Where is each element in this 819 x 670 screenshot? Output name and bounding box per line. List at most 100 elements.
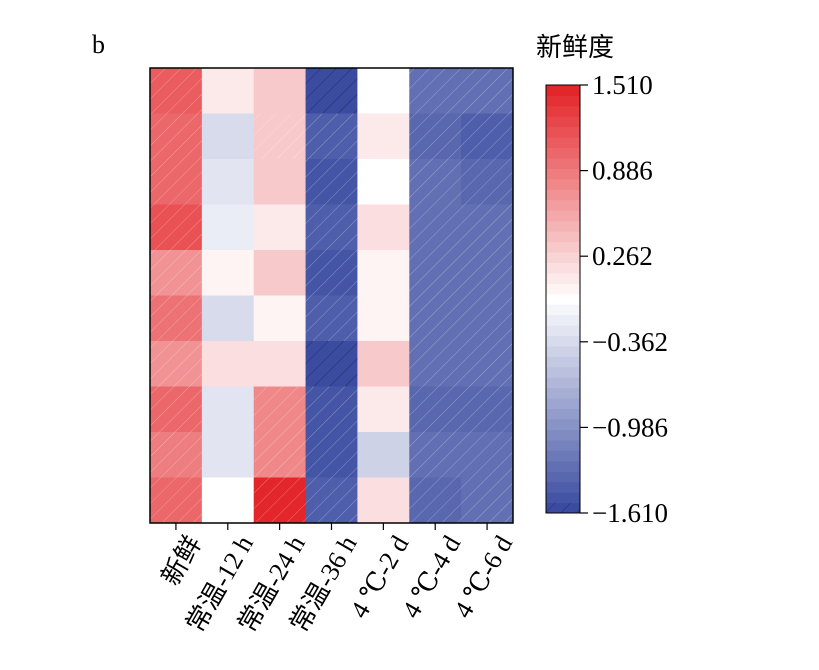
cell-hatch [150, 113, 202, 159]
cell-hatch [461, 204, 513, 250]
colorbar-band [546, 178, 580, 190]
x-tick-label: 新鲜 [156, 531, 207, 591]
cell-hatch [150, 204, 202, 250]
colorbar-band [546, 314, 580, 326]
colorbar-band [546, 419, 580, 430]
cell-hatch [409, 68, 462, 114]
cell-hatch [461, 386, 513, 432]
colorbar-band [546, 158, 580, 170]
heatmap-cell [201, 295, 255, 342]
colorbar-band [546, 168, 580, 180]
heatmap-cell [357, 295, 410, 342]
colorbar-band [546, 210, 580, 222]
cell-hatch [409, 159, 462, 205]
cell-hatch [461, 113, 513, 159]
colorbar-band-hatch [546, 502, 580, 513]
colorbar-band [546, 241, 580, 253]
heatmap-cell [357, 477, 410, 524]
colorbar-band [546, 199, 580, 211]
heatmap-cell [357, 250, 410, 296]
cell-hatch [253, 477, 306, 523]
cell-hatch [253, 432, 306, 478]
panel-letter: b [92, 30, 105, 59]
cell-hatch [461, 159, 513, 205]
colorbar-band [546, 262, 580, 274]
heatmap-cell [253, 295, 306, 342]
cell-hatch [150, 432, 202, 478]
cell-hatch [305, 477, 358, 523]
colorbar-band [546, 492, 580, 504]
colorbar-band [546, 439, 580, 451]
colorbar-band [546, 85, 580, 96]
heatmap-cell [253, 68, 306, 114]
heatmap-cell [253, 204, 306, 251]
heatmap-cell [201, 386, 255, 433]
colorbar-frame [545, 84, 581, 514]
cell-hatch [305, 341, 358, 387]
colorbar-ticks: 1.510 0.886 0.262 −0.362 −0.986 −1.610 [580, 70, 668, 528]
colorbar-band [546, 356, 580, 368]
colorbar-band [546, 220, 580, 232]
heatmap-cell [201, 250, 255, 296]
colorbar-band [546, 126, 580, 138]
colorbar-band [546, 481, 580, 493]
heatmap-cell [253, 341, 306, 387]
colorbar-band [546, 95, 580, 107]
colorbar-band [546, 147, 580, 159]
heatmap-cell [357, 113, 410, 160]
cell-hatch [409, 113, 462, 159]
heatmap-cell [357, 204, 410, 251]
cell-hatch [461, 250, 513, 296]
cell-hatch [150, 477, 202, 523]
cell-hatch [150, 159, 202, 205]
cell-hatch [409, 386, 462, 432]
heatmap-cell [201, 204, 255, 251]
colorbar-band [546, 345, 580, 357]
colorbar-band [546, 325, 580, 337]
colorbar-tick-label: 0.262 [592, 241, 653, 271]
cell-hatch [150, 386, 202, 432]
cell-hatch [305, 113, 358, 159]
cell-hatch [305, 204, 358, 250]
heatmap-cell [357, 386, 410, 433]
colorbar-band [546, 105, 580, 117]
colorbar-band [546, 272, 580, 284]
colorbar-band [546, 377, 580, 389]
colorbar-band [546, 116, 580, 128]
cell-hatch [253, 113, 306, 159]
heatmap-cell [201, 159, 255, 205]
heatmap-cell [357, 68, 410, 114]
colorbar-band [546, 335, 580, 347]
heatmap-cell [201, 113, 255, 160]
heatmap-cell [357, 159, 410, 205]
cell-hatch [305, 68, 358, 114]
cell-hatch [305, 432, 358, 478]
cell-hatch [305, 386, 358, 432]
colorbar-band [546, 283, 580, 295]
cell-hatch [305, 250, 358, 296]
cell-hatch [461, 432, 513, 478]
cell-hatch [150, 295, 202, 341]
heatmap-cell [201, 68, 255, 114]
cell-hatch [305, 295, 358, 341]
cell-hatch [461, 295, 513, 341]
colorbar-band [546, 429, 580, 441]
heatmap-cell [201, 477, 255, 524]
cell-hatch [461, 341, 513, 387]
heatmap-cells [150, 68, 514, 524]
colorbar-band [546, 408, 580, 420]
cell-hatch [150, 68, 202, 114]
cell-hatch [461, 68, 513, 114]
colorbar-band [546, 304, 580, 316]
colorbar-tick-label: −0.986 [592, 412, 668, 442]
cell-hatch [150, 341, 202, 387]
colorbar-band [546, 471, 580, 483]
colorbar-band [546, 387, 580, 399]
colorbar-title: 新鲜度 [536, 33, 614, 62]
colorbar-band [546, 293, 580, 305]
heatmap-cell [357, 341, 410, 387]
cell-hatch [461, 477, 513, 523]
cell-hatch [409, 250, 462, 296]
